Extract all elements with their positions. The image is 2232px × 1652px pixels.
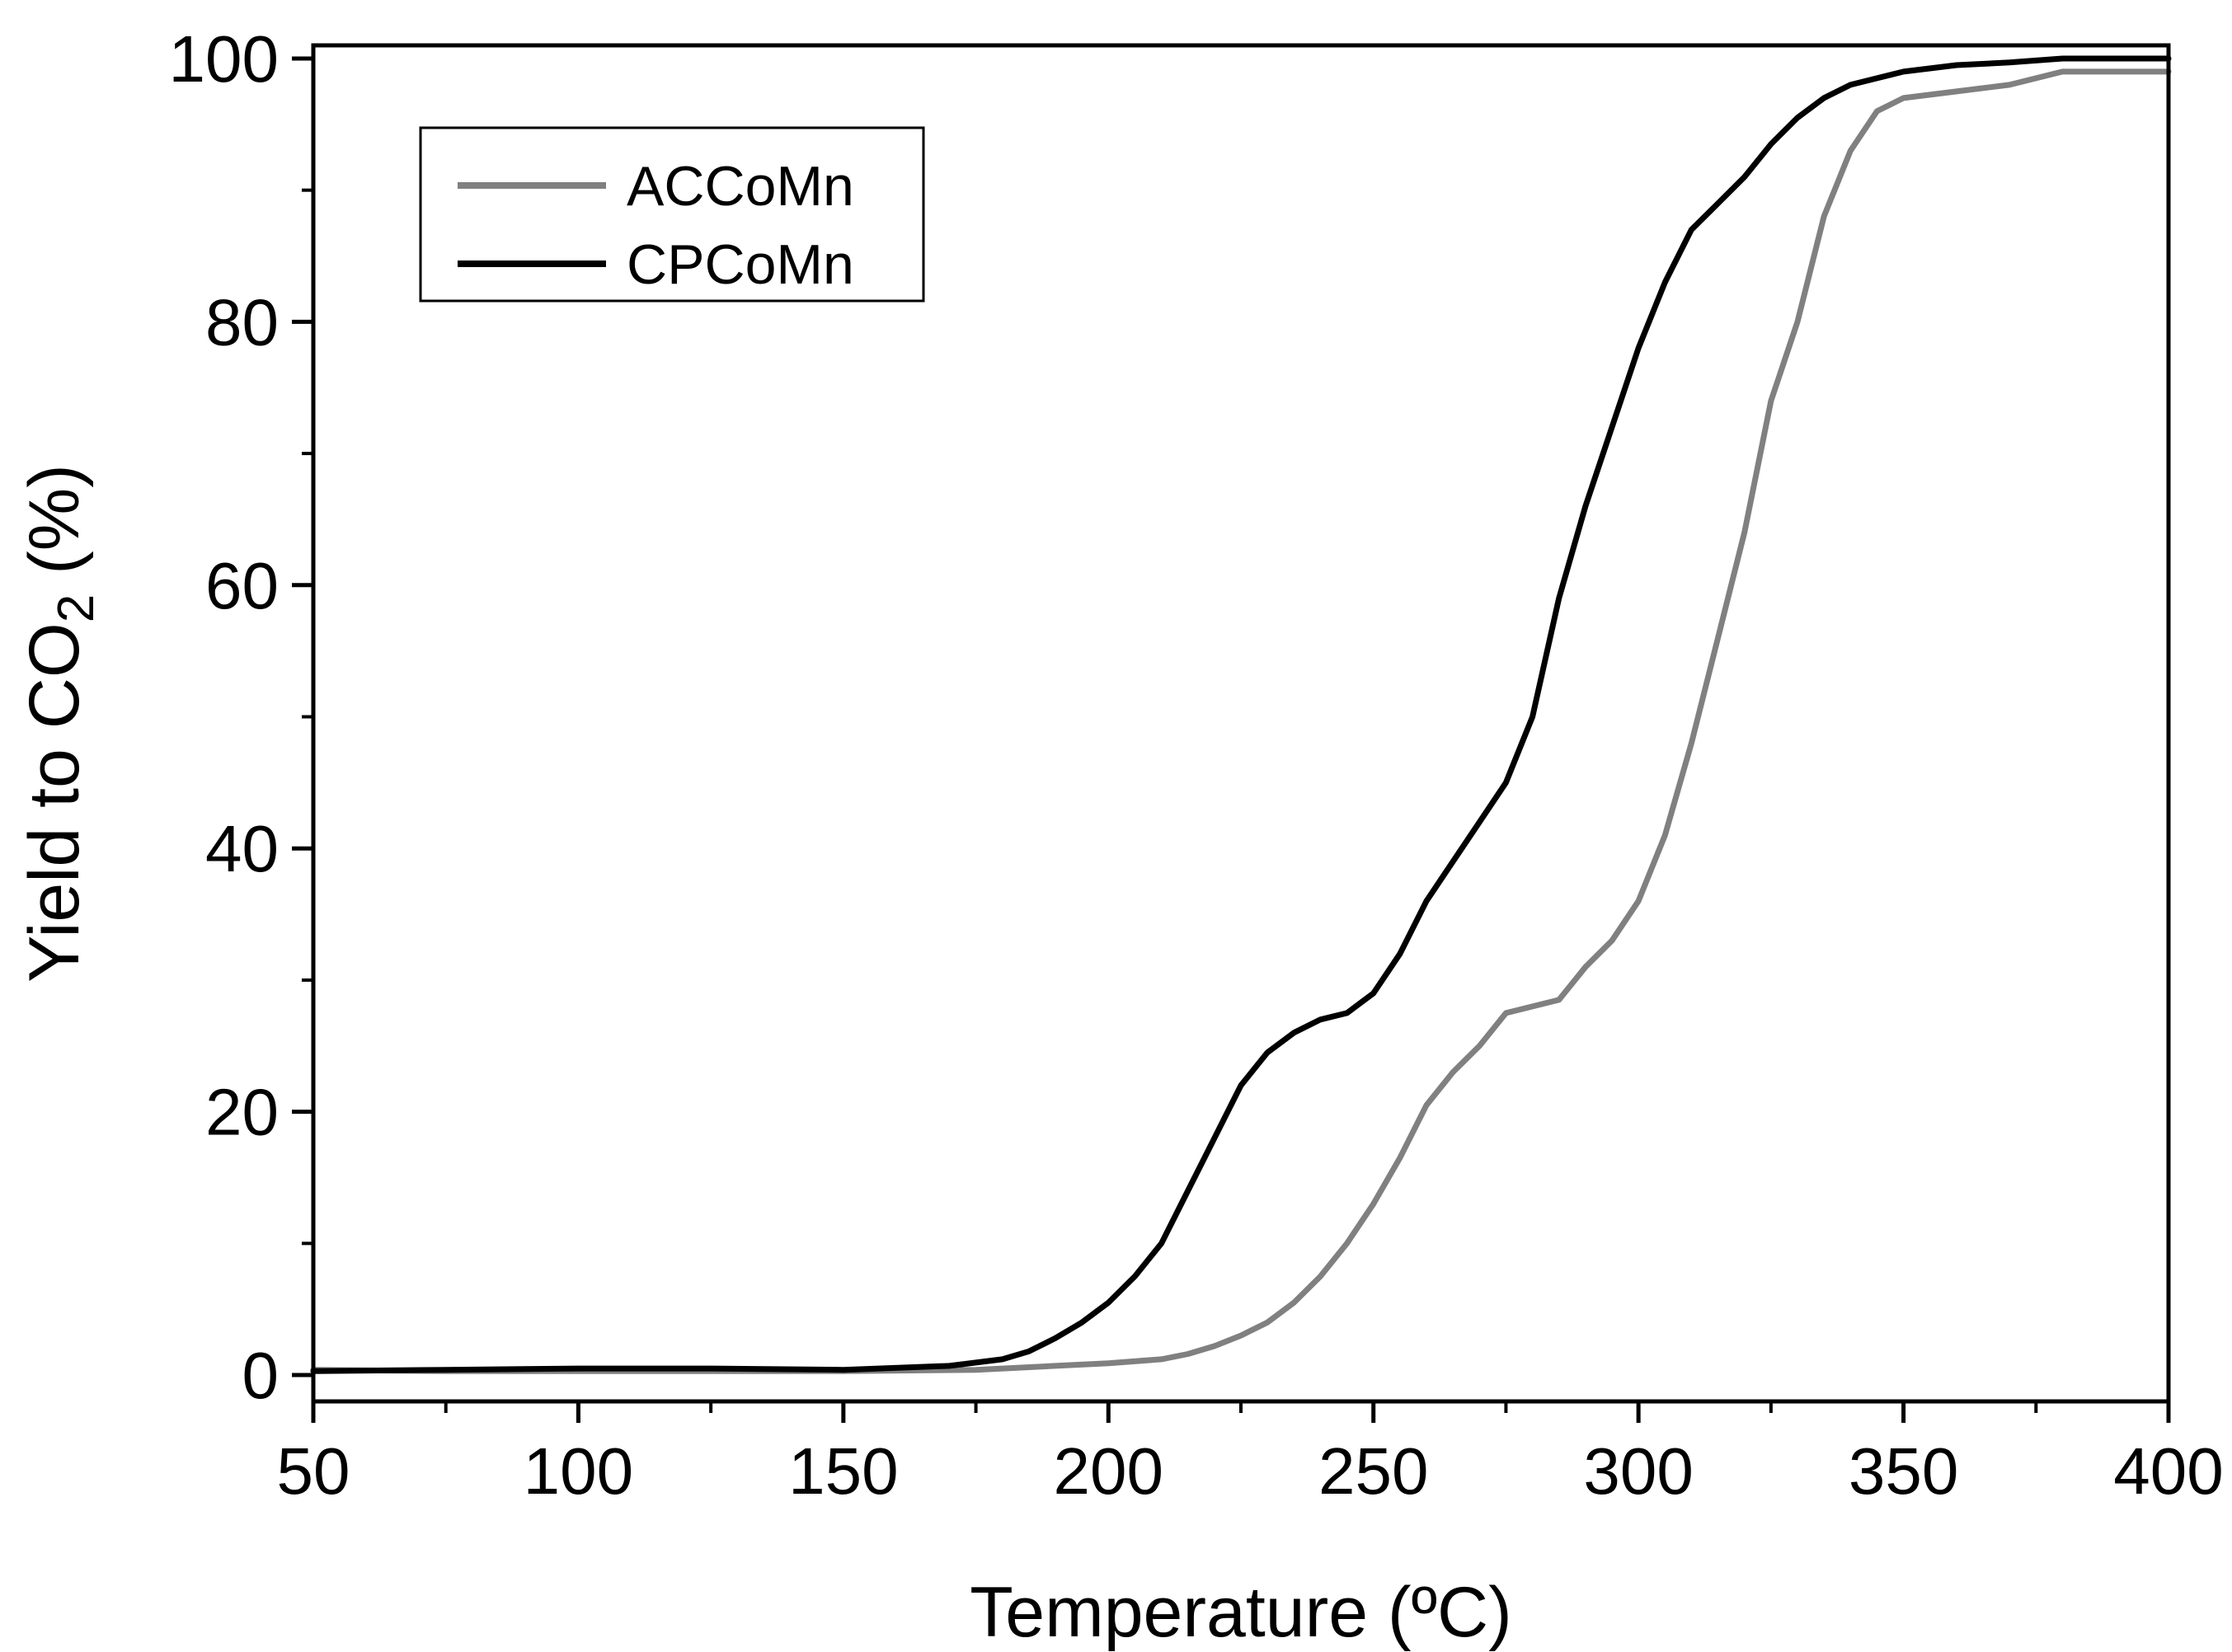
y-axis-title-suffix: (%) <box>15 464 94 594</box>
y-tick-label-60: 60 <box>205 549 279 622</box>
x-axis-title: Temperature (ºC) <box>970 1573 1511 1652</box>
legend-label-cpcomn: CPCoMn <box>627 233 854 296</box>
y-tick-label-80: 80 <box>205 285 279 359</box>
x-tick-label-150: 150 <box>788 1434 898 1508</box>
x-tick-label-200: 200 <box>1054 1434 1163 1508</box>
y-axis-title-subscript: 2 <box>48 594 105 622</box>
x-tick-label-400: 400 <box>2113 1434 2223 1508</box>
y-tick-label-0: 0 <box>242 1339 280 1412</box>
x-tick-label-250: 250 <box>1318 1434 1428 1508</box>
series-line-accomn <box>310 68 2172 1374</box>
series-layer <box>310 55 2172 1374</box>
x-tick-label-350: 350 <box>1849 1434 1958 1508</box>
x-tick-label-300: 300 <box>1583 1434 1693 1508</box>
series-line-cpcomn <box>310 55 2172 1374</box>
legend: ACCoMn CPCoMn <box>419 126 925 303</box>
y-axis-title: Yield to CO2 (%) <box>15 464 105 983</box>
y-tick-label-20: 20 <box>205 1076 279 1149</box>
y-axis-title-main: Yield to CO <box>15 622 94 983</box>
tick-layer: 50 100 150 200 250 300 350 400 0 20 40 60 80 100 <box>169 22 2224 1508</box>
x-tick-label-100: 100 <box>524 1434 633 1508</box>
legend-box <box>419 126 925 303</box>
legend-label-accomn: ACCoMn <box>627 155 854 218</box>
y-tick-label-40: 40 <box>205 812 279 885</box>
y-tick-label-100: 100 <box>169 22 279 96</box>
x-tick-label-50: 50 <box>277 1434 350 1508</box>
